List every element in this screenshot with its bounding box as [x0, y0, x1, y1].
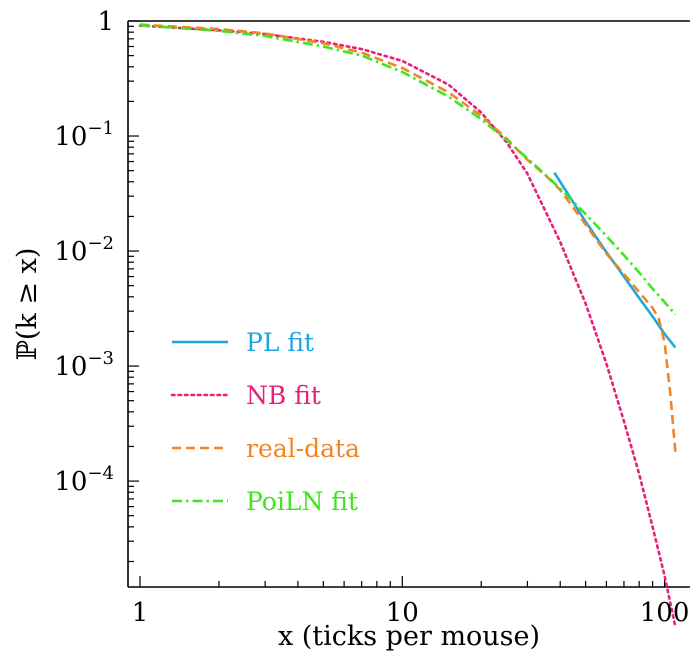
y-tick-label: 10−4 — [54, 463, 114, 497]
y-tick-label: 10−1 — [54, 118, 114, 152]
series-layer — [138, 23, 677, 629]
axes — [127, 20, 690, 588]
x-tick-label: 100 — [640, 598, 690, 628]
y-tick-label: 10−3 — [54, 348, 114, 382]
tick-labels: 1 10 100 1 10−1 10−2 10−3 10−4 — [54, 7, 689, 628]
legend: PL fit NB fit real-data PoiLN fit — [170, 328, 360, 516]
y-axis-label: ℙ(k ≥ x) — [12, 248, 43, 361]
y-tick-label: 10−2 — [54, 233, 114, 267]
legend-label: PL fit — [246, 328, 314, 357]
y-tick-label: 1 — [97, 7, 114, 37]
legend-label: PoiLN fit — [246, 487, 358, 516]
legend-label: NB fit — [246, 381, 321, 410]
legend-label: real-data — [246, 434, 360, 463]
x-tick-label: 1 — [132, 598, 149, 628]
series-line-poiln-fit — [139, 23, 677, 316]
series-line-real-data — [139, 23, 677, 452]
series-line-pl-fit — [553, 172, 677, 349]
x-axis-label: x (ticks per mouse) — [278, 621, 540, 652]
series-line-nb-fit — [138, 24, 677, 629]
x-tick-label: 10 — [386, 598, 419, 628]
